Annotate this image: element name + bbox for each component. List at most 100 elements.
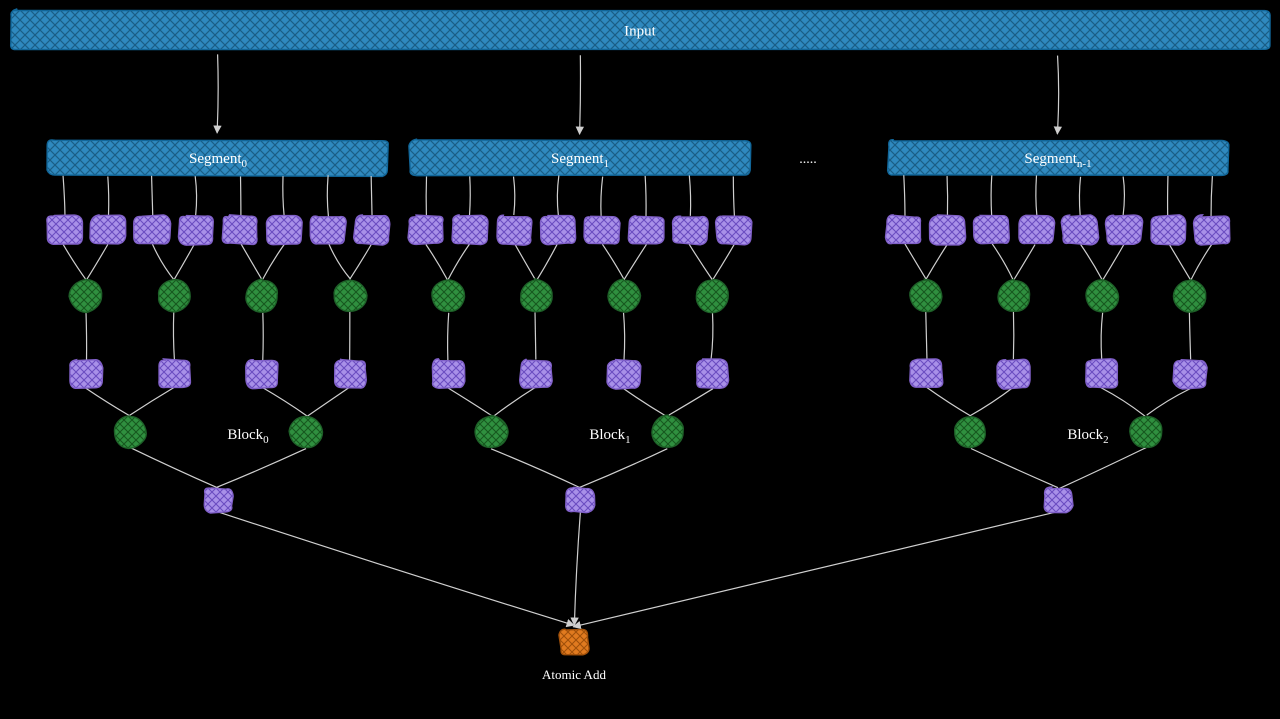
mid-node xyxy=(246,360,278,389)
edge-op-mid xyxy=(86,311,87,361)
edge-leaf-op xyxy=(537,244,557,280)
leaf-node xyxy=(973,215,1009,243)
op2-node xyxy=(114,416,146,448)
edge-leaf-op xyxy=(905,243,927,280)
edge-seg-leaf xyxy=(733,176,734,215)
block-label: Block0 xyxy=(227,427,269,445)
leaf-node xyxy=(222,215,257,245)
edge-leaf-op xyxy=(925,244,947,281)
edge-seg-leaf xyxy=(371,176,372,215)
edge-seg-leaf xyxy=(601,177,603,216)
leaf-node xyxy=(1151,215,1186,245)
mid-node xyxy=(697,359,729,388)
edge-leaf-op xyxy=(426,244,447,279)
leaf-node xyxy=(47,215,83,244)
atomic-add-label: Atomic Add xyxy=(542,667,606,682)
op2-node xyxy=(1130,416,1162,447)
leaf-node xyxy=(408,215,443,244)
leaf-node xyxy=(452,215,488,245)
edge-block-atomic xyxy=(219,512,574,625)
op2-node xyxy=(652,415,683,447)
segment-label: Segment0 xyxy=(189,151,248,169)
op-node xyxy=(246,279,277,312)
leaf-node xyxy=(497,215,532,245)
edge-seg-leaf xyxy=(283,176,284,216)
edge-leaf-op xyxy=(602,244,625,281)
segments-ellipsis: ..... xyxy=(799,152,817,167)
edge-leaf-op xyxy=(329,244,351,280)
mid-node xyxy=(1173,360,1207,389)
edge-leaf-op xyxy=(1014,245,1035,280)
edge-mid-op2 xyxy=(307,388,350,417)
leaf-node xyxy=(1061,215,1098,245)
edge-seg-leaf xyxy=(1211,176,1212,217)
input-label: Input xyxy=(624,23,656,39)
edge-op-mid xyxy=(448,313,449,361)
edge-seg-leaf xyxy=(904,175,905,216)
op-node xyxy=(1086,280,1119,312)
op-node xyxy=(521,279,553,312)
leaf-node xyxy=(673,216,709,245)
leaf-node xyxy=(178,216,213,246)
edge-seg-leaf xyxy=(195,176,196,215)
edge-op2-final xyxy=(129,447,218,488)
mid-node xyxy=(997,359,1030,389)
edge-leaf-op xyxy=(1191,244,1212,281)
mid-node xyxy=(335,359,367,388)
leaf-node xyxy=(929,215,965,245)
edge-leaf-op xyxy=(63,244,86,280)
op-node xyxy=(432,280,465,311)
leaf-node xyxy=(310,216,346,244)
edge-leaf-op xyxy=(448,244,470,281)
input-to-segment-arrow xyxy=(580,55,581,134)
edge-op-mid xyxy=(1101,313,1103,360)
edge-mid-op2 xyxy=(493,387,536,417)
leaf-node xyxy=(354,215,390,245)
edge-seg-leaf xyxy=(469,176,470,216)
op-node xyxy=(910,279,942,311)
op-node xyxy=(69,279,102,312)
edge-seg-leaf xyxy=(991,175,992,216)
edge-leaf-op xyxy=(992,244,1013,280)
edge-mid-op2 xyxy=(970,387,1014,416)
edge-leaf-op xyxy=(241,243,262,279)
op2-node xyxy=(475,416,508,448)
atomic-add-node xyxy=(559,629,589,655)
leaf-node xyxy=(716,216,752,245)
op-node xyxy=(608,279,641,312)
block-output-node xyxy=(566,487,595,512)
edge-op2-final xyxy=(1059,447,1147,489)
edge-seg-leaf xyxy=(1123,176,1124,216)
edge-seg-leaf xyxy=(557,175,559,216)
edge-block-atomic xyxy=(573,512,1057,627)
edge-leaf-op xyxy=(350,245,372,280)
edge-op-mid xyxy=(624,313,625,361)
edge-mid-op2 xyxy=(667,389,713,416)
edge-seg-leaf xyxy=(645,176,646,216)
edge-mid-op2 xyxy=(130,387,175,415)
op-node xyxy=(1173,280,1205,312)
op-node xyxy=(998,279,1029,311)
edge-op2-final xyxy=(971,449,1058,488)
leaf-node xyxy=(134,215,171,244)
edge-mid-op2 xyxy=(448,388,492,416)
edge-seg-leaf xyxy=(1079,177,1080,216)
edge-mid-op2 xyxy=(927,388,970,416)
block-output-node xyxy=(204,488,233,513)
edge-op-mid xyxy=(711,313,713,359)
edge-op2-final xyxy=(580,449,668,488)
edge-seg-leaf xyxy=(947,176,948,216)
edge-mid-op2 xyxy=(1147,389,1190,415)
edge-op-mid xyxy=(1189,311,1190,359)
edge-seg-leaf xyxy=(108,176,109,215)
op2-node xyxy=(955,417,986,448)
edge-seg-leaf xyxy=(514,177,515,215)
edge-op-mid xyxy=(535,312,536,359)
mid-node xyxy=(910,359,943,387)
edge-seg-leaf xyxy=(152,176,153,215)
edge-leaf-op xyxy=(152,244,174,280)
edge-seg-leaf xyxy=(1036,175,1037,215)
edge-mid-op2 xyxy=(86,388,130,416)
leaf-node xyxy=(266,216,302,245)
op2-node xyxy=(289,417,322,448)
